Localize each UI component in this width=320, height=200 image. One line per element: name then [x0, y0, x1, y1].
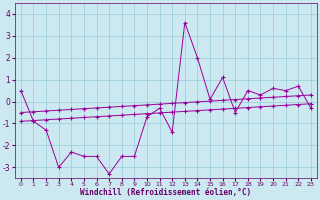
- X-axis label: Windchill (Refroidissement éolien,°C): Windchill (Refroidissement éolien,°C): [80, 188, 252, 197]
